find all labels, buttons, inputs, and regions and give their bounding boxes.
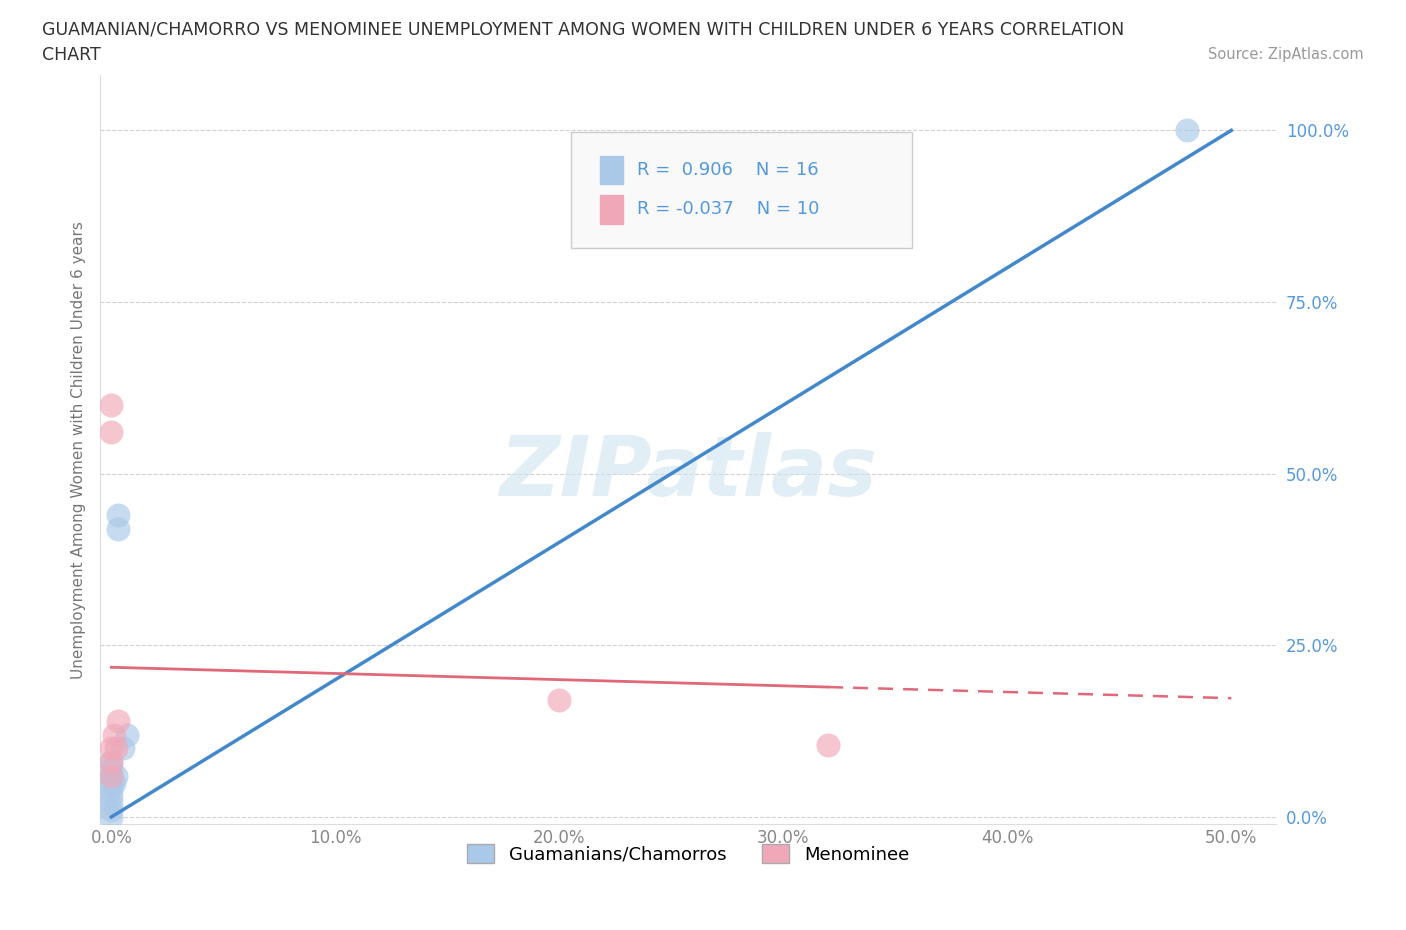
Point	[100, 809, 122, 824]
FancyBboxPatch shape	[600, 195, 623, 223]
Point	[100, 754, 122, 769]
Text: Source: ZipAtlas.com: Source: ZipAtlas.com	[1208, 46, 1364, 61]
Point	[100, 754, 122, 769]
FancyBboxPatch shape	[571, 131, 911, 247]
Point	[100, 762, 122, 777]
Point	[100, 782, 122, 797]
Text: R = -0.037    N = 10: R = -0.037 N = 10	[637, 200, 820, 219]
Point	[100, 803, 122, 817]
Point	[100, 789, 122, 804]
Y-axis label: Unemployment Among Women with Children Under 6 years: Unemployment Among Women with Children U…	[72, 220, 86, 679]
Point	[103, 776, 125, 790]
Point	[100, 425, 122, 440]
Point	[107, 521, 129, 536]
Point	[107, 508, 129, 523]
Text: ZIPatlas: ZIPatlas	[499, 432, 877, 512]
Point	[548, 693, 571, 708]
Point	[1175, 123, 1198, 138]
Point	[817, 737, 839, 752]
Point	[104, 768, 127, 783]
Point	[100, 741, 122, 756]
Legend: Guamanians/Chamorros, Menominee: Guamanians/Chamorros, Menominee	[460, 837, 917, 870]
Text: GUAMANIAN/CHAMORRO VS MENOMINEE UNEMPLOYMENT AMONG WOMEN WITH CHILDREN UNDER 6 Y: GUAMANIAN/CHAMORRO VS MENOMINEE UNEMPLOY…	[42, 20, 1125, 38]
Point	[103, 727, 125, 742]
Point	[100, 397, 122, 412]
Point	[104, 741, 127, 756]
Point	[100, 768, 122, 783]
FancyBboxPatch shape	[600, 155, 623, 184]
Point	[100, 776, 122, 790]
Point	[111, 741, 134, 756]
Point	[100, 796, 122, 811]
Point	[100, 768, 122, 783]
Text: R =  0.906    N = 16: R = 0.906 N = 16	[637, 161, 818, 179]
Point	[115, 727, 138, 742]
Text: CHART: CHART	[42, 46, 101, 64]
Point	[107, 713, 129, 728]
